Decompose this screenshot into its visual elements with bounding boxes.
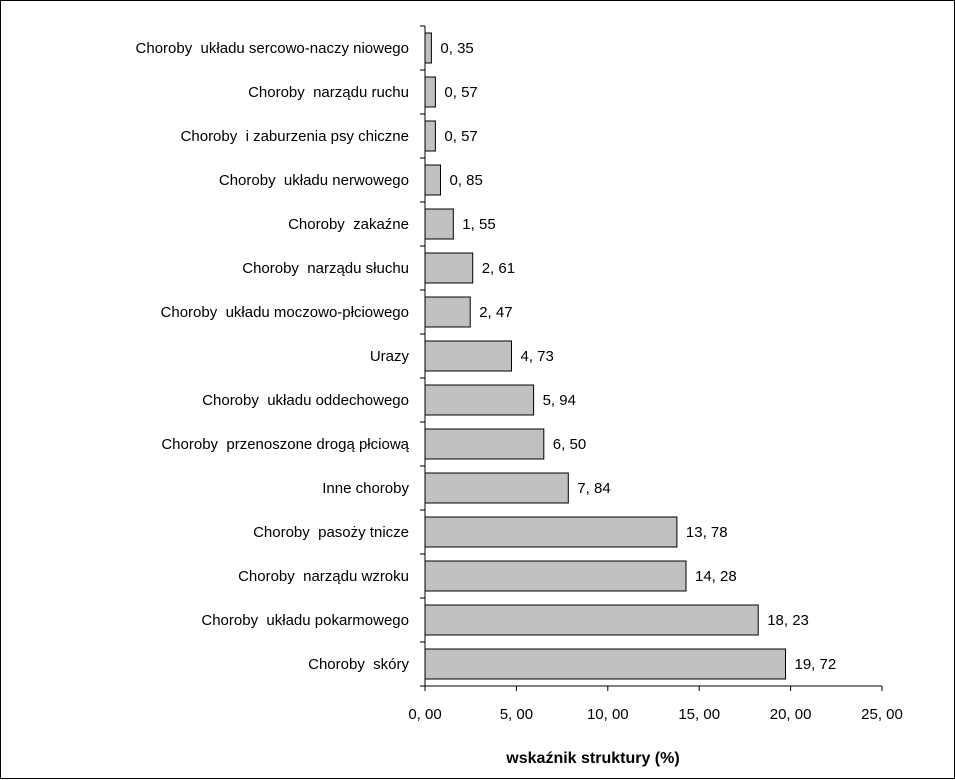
x-tick-label: 25, 00: [861, 706, 903, 723]
x-tick-label: 10, 00: [587, 706, 629, 723]
data-label: 2, 61: [482, 260, 515, 277]
category-label: Choroby przenoszone drogą płciową: [161, 436, 409, 453]
data-label: 7, 84: [577, 480, 610, 497]
bar: [424, 516, 678, 548]
category-label: Inne choroby: [322, 480, 409, 497]
bar: [424, 472, 569, 504]
data-label: 18, 23: [767, 612, 809, 629]
category-label: Choroby narządu ruchu: [248, 84, 409, 101]
category-label: Choroby układu sercowo-naczy niowego: [136, 40, 409, 57]
x-tick-label: 0, 00: [408, 706, 441, 723]
bar: [424, 560, 687, 592]
category-label: Choroby narządu słuchu: [242, 260, 409, 277]
bar: [424, 120, 436, 152]
category-label: Choroby układu oddechowego: [202, 392, 409, 409]
bar: [424, 208, 454, 240]
x-tick-label: 15, 00: [678, 706, 720, 723]
category-label: Choroby układu nerwowego: [219, 172, 409, 189]
category-label: Urazy: [370, 348, 410, 365]
data-label: 19, 72: [795, 656, 837, 673]
data-label: 0, 85: [450, 172, 483, 189]
category-label: Choroby skóry: [308, 656, 409, 673]
data-label: 14, 28: [695, 568, 737, 585]
bar: [424, 76, 436, 108]
x-axis-title: wskaźnik struktury (%): [505, 750, 679, 767]
bar: [424, 428, 545, 460]
x-tick-label: 20, 00: [770, 706, 812, 723]
category-label: Choroby narządu wzroku: [238, 568, 409, 585]
bar: [424, 252, 474, 284]
data-label: 0, 57: [444, 84, 477, 101]
x-tick-label: 5, 00: [500, 706, 533, 723]
bar: [424, 164, 441, 196]
category-label: Choroby zakaźne: [288, 216, 409, 233]
bar: [424, 648, 786, 680]
data-label: 0, 57: [444, 128, 477, 145]
bar: [424, 340, 512, 372]
category-label: Choroby i zaburzenia psy chiczne: [181, 128, 409, 145]
data-label: 5, 94: [543, 392, 576, 409]
data-label: 0, 35: [440, 40, 473, 57]
data-label: 4, 73: [521, 348, 554, 365]
data-label: 6, 50: [553, 436, 586, 453]
bar: [424, 32, 432, 64]
bar: [424, 384, 535, 416]
data-label: 1, 55: [462, 216, 495, 233]
category-label: Choroby układu pokarmowego: [201, 612, 409, 629]
category-label: Choroby pasoży tnicze: [253, 524, 409, 541]
bar: [424, 604, 759, 636]
data-label: 2, 47: [479, 304, 512, 321]
category-label: Choroby układu moczowo-płciowego: [161, 304, 409, 321]
data-label: 13, 78: [686, 524, 728, 541]
bar: [424, 296, 471, 328]
